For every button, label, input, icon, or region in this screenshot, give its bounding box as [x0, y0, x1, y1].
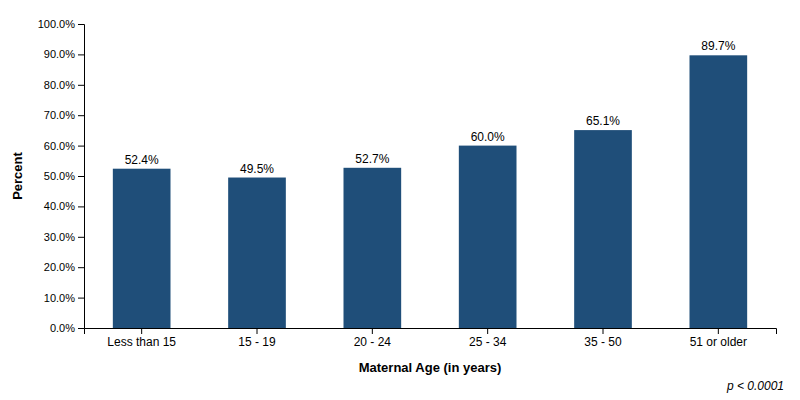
- y-tick: 100.0%: [38, 18, 84, 30]
- axis-line: [78, 25, 85, 329]
- data-label: 60.0%: [471, 130, 505, 144]
- y-tick-mark: [78, 85, 84, 86]
- y-tick-label: 20.0%: [44, 261, 75, 273]
- bar: [574, 130, 632, 328]
- y-tick-mark: [78, 237, 84, 238]
- y-tick-mark: [78, 146, 84, 147]
- y-tick: 60.0%: [44, 140, 84, 152]
- x-tick-label: Less than 15: [107, 335, 176, 349]
- x-tick-label: 25 - 34: [469, 335, 507, 349]
- y-tick-mark: [78, 176, 84, 177]
- y-tick-label: 10.0%: [44, 292, 75, 304]
- x-tick-mark: [372, 328, 373, 334]
- y-tick: 0.0%: [50, 322, 84, 334]
- y-tick-mark: [78, 328, 84, 329]
- x-tick-label: 15 - 19: [238, 335, 276, 349]
- y-tick-mark: [78, 206, 84, 207]
- y-tick-label: 40.0%: [44, 200, 75, 212]
- bar: [690, 55, 748, 328]
- y-tick-mark: [78, 54, 84, 55]
- x-tick: Less than 15: [107, 328, 176, 349]
- y-tick-label: 80.0%: [44, 79, 75, 91]
- y-tick-label: 90.0%: [44, 48, 75, 60]
- y-axis: 0.0% 10.0% 20.0% 30.0% 40.0% 50.0% 60.0% 70.0% 8…: [38, 18, 85, 334]
- x-tick: 25 - 34: [469, 328, 507, 349]
- y-tick-label: 50.0%: [44, 170, 75, 182]
- bar: [113, 169, 171, 328]
- x-tick-mark: [141, 328, 142, 334]
- x-tick-mark: [718, 328, 719, 334]
- x-tick-mark: [257, 328, 258, 334]
- y-tick-label: 0.0%: [50, 322, 75, 334]
- y-tick: 40.0%: [44, 200, 84, 212]
- x-tick-mark: [487, 328, 488, 334]
- x-tick-label: 20 - 24: [354, 335, 392, 349]
- y-tick-mark: [78, 24, 84, 25]
- x-tick: 35 - 50: [584, 328, 622, 349]
- y-tick: 80.0%: [44, 79, 84, 91]
- x-tick: 51 or older: [690, 328, 747, 349]
- x-axis-title: Maternal Age (in years): [359, 360, 502, 375]
- data-label: 52.4%: [125, 153, 159, 167]
- bars: [113, 55, 747, 328]
- data-labels: 52.4% 49.5% 52.7% 60.0% 65.1% 89.7%: [125, 39, 736, 175]
- y-tick-label: 60.0%: [44, 140, 75, 152]
- data-label: 52.7%: [355, 152, 389, 166]
- y-axis-title: Percent: [10, 151, 25, 199]
- y-tick: 70.0%: [44, 109, 84, 121]
- y-tick: 10.0%: [44, 292, 84, 304]
- y-tick: 30.0%: [44, 231, 84, 243]
- axis-line: [85, 329, 777, 335]
- x-tick-mark: [603, 328, 604, 334]
- y-tick-mark: [78, 115, 84, 116]
- x-tick: 15 - 19: [238, 328, 276, 349]
- x-tick: 20 - 24: [354, 328, 392, 349]
- data-label: 65.1%: [586, 114, 620, 128]
- y-tick-label: 70.0%: [44, 109, 75, 121]
- bar: [228, 178, 286, 328]
- data-label: 49.5%: [240, 162, 274, 176]
- y-tick-label: 30.0%: [44, 231, 75, 243]
- y-tick-mark: [78, 267, 84, 268]
- y-tick-mark: [78, 298, 84, 299]
- x-tick-label: 51 or older: [690, 335, 747, 349]
- bar: [344, 168, 402, 328]
- y-tick-label: 100.0%: [38, 18, 76, 30]
- plot-area: Less than 15 15 - 19 20 - 24 25 - 34 35 - 50…: [10, 18, 777, 375]
- data-label: 89.7%: [701, 39, 735, 53]
- y-tick: 20.0%: [44, 261, 84, 273]
- x-tick-label: 35 - 50: [584, 335, 622, 349]
- annotation: p < 0.0001: [726, 379, 784, 393]
- chart: Less than 15 15 - 19 20 - 24 25 - 34 35 - 50…: [0, 0, 800, 400]
- y-tick: 50.0%: [44, 170, 84, 182]
- x-axis: Less than 15 15 - 19 20 - 24 25 - 34 35 - 50…: [85, 328, 777, 349]
- bar: [459, 146, 517, 328]
- y-tick: 90.0%: [44, 48, 84, 60]
